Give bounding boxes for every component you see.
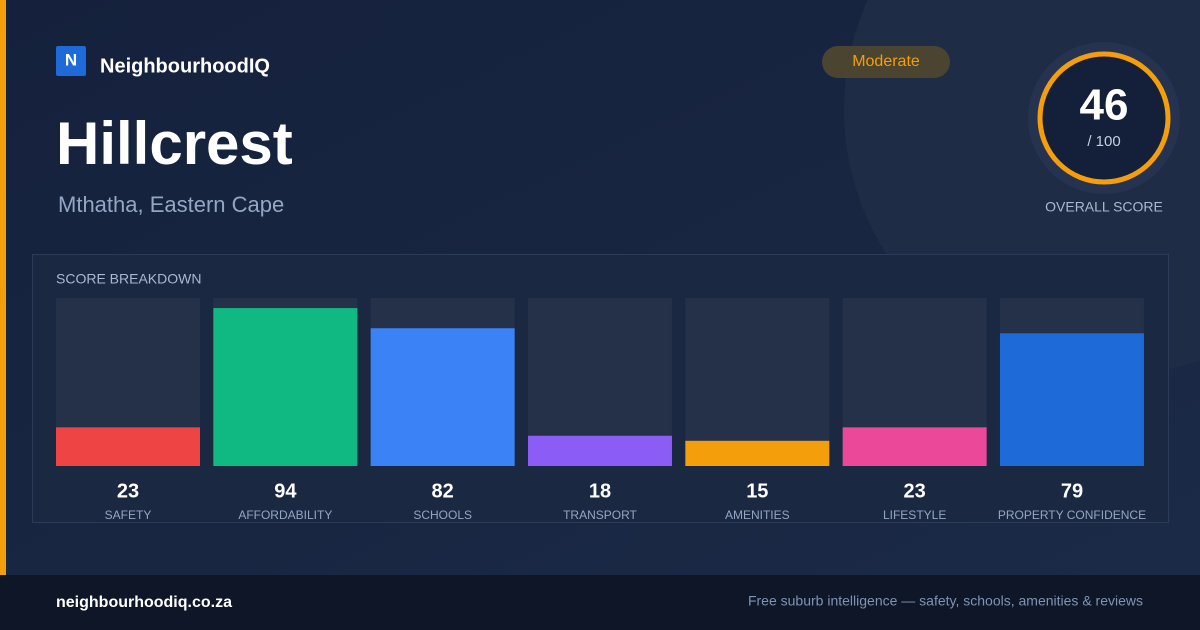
score-label: OVERALL SCORE xyxy=(1045,199,1163,215)
location: Mthatha, Eastern Cape xyxy=(58,192,284,217)
value-label: 15 xyxy=(746,480,768,502)
footer-bar xyxy=(0,575,1200,630)
logo xyxy=(56,46,86,76)
value-label: 94 xyxy=(274,480,297,502)
brand: NeighbourhoodIQ xyxy=(100,55,270,77)
bar xyxy=(213,308,358,466)
category-label: LIFESTYLE xyxy=(883,508,946,522)
bar xyxy=(527,435,672,466)
overall-score: 46 xyxy=(1080,81,1129,130)
badge-text: Moderate xyxy=(852,53,920,70)
value-label: 23 xyxy=(117,480,139,502)
score-max: / 100 xyxy=(1087,133,1120,150)
value-label: 79 xyxy=(1061,480,1083,502)
bar xyxy=(999,333,1144,466)
category-label: AMENITIES xyxy=(725,508,790,522)
value-label: 82 xyxy=(432,480,454,502)
footer-site: neighbourhoodiq.co.za xyxy=(56,594,232,611)
score-ring xyxy=(1037,51,1171,185)
accent-stripe xyxy=(0,0,6,575)
value-label: 23 xyxy=(904,480,926,502)
category-label: AFFORDABILITY xyxy=(238,508,332,522)
bar xyxy=(685,440,830,466)
footer-tagline: Free suburb intelligence — safety, schoo… xyxy=(748,593,1143,609)
bar xyxy=(842,427,987,466)
bar xyxy=(56,427,200,466)
category-label: PROPERTY CONFIDENCE xyxy=(998,508,1146,522)
category-label: SCHOOLS xyxy=(413,508,472,522)
value-label: 18 xyxy=(589,480,611,502)
chart-title: SCORE BREAKDOWN xyxy=(56,271,201,287)
badge xyxy=(822,46,950,78)
category-label: TRANSPORT xyxy=(563,508,637,522)
suburb: Hillcrest xyxy=(56,110,293,177)
logo-letter: N xyxy=(65,50,77,69)
bar xyxy=(370,328,515,466)
bar-track xyxy=(685,298,830,466)
bar-group: 23 SAFETY 94 AFFORDABILITY 82 SCHOOLS 18 TRANSP… xyxy=(56,298,1146,522)
category-label: SAFETY xyxy=(105,508,152,522)
